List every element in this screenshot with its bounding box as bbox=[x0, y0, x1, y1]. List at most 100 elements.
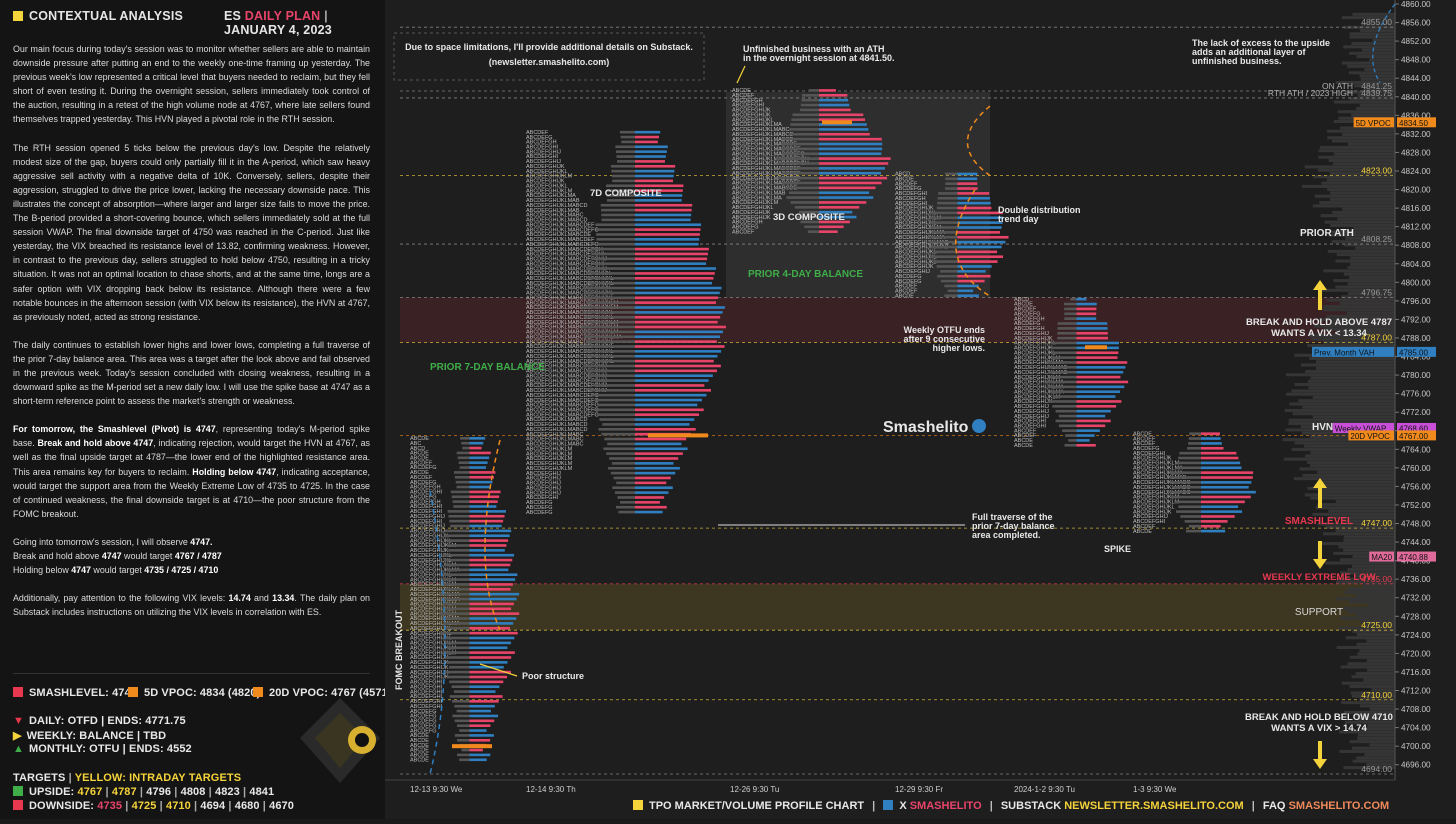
p1214-volume-bar bbox=[612, 179, 635, 183]
p1213-delta-bar bbox=[469, 690, 496, 693]
p0102-delta-bar bbox=[1076, 336, 1108, 340]
p1213-delta-bar bbox=[469, 695, 503, 698]
p1214-volume-bar bbox=[615, 505, 635, 509]
footer-faq-link[interactable]: SMASHELITO.COM bbox=[1288, 800, 1390, 812]
volume-bar bbox=[1307, 460, 1395, 464]
volume-bar bbox=[1320, 145, 1395, 149]
y-tick-label: 4788.00 bbox=[1401, 334, 1431, 343]
p1229-volume-bar bbox=[929, 255, 958, 259]
level-value: 4808.25 bbox=[1361, 234, 1392, 244]
balance-label: PRIOR 4-DAY BALANCE bbox=[748, 269, 863, 280]
p1226-volume-bar bbox=[790, 201, 819, 204]
p1213-delta-bar bbox=[469, 500, 498, 503]
p1214-volume-bar bbox=[582, 311, 635, 314]
p1214-delta-bar bbox=[635, 203, 693, 207]
p1214-delta-bar bbox=[635, 257, 708, 261]
p1214-volume-bar bbox=[585, 320, 635, 324]
p0103-tpo-row: ABCDE bbox=[1133, 431, 1152, 437]
volume-bar bbox=[1304, 493, 1395, 497]
p1229-delta-bar bbox=[957, 177, 978, 181]
p1214-delta-bar bbox=[635, 223, 702, 227]
p1213-volume-bar bbox=[453, 690, 470, 693]
p1213-volume-bar bbox=[444, 641, 470, 645]
p1214-volume-bar bbox=[596, 238, 635, 241]
p1214-delta-bar bbox=[635, 418, 695, 421]
volume-bar bbox=[1304, 165, 1395, 169]
footer-substack-link[interactable]: NEWSLETTER.SMASHELITO.COM bbox=[1064, 800, 1244, 812]
p1214-tpo-row: ABCDEFGHIJKLMABCD bbox=[526, 427, 587, 433]
p1226-tpo-row: ABCDEFGHIJK bbox=[732, 210, 771, 216]
volume-bar bbox=[1338, 626, 1395, 630]
p1214-volume-bar bbox=[591, 252, 635, 256]
volume-bar bbox=[1328, 233, 1395, 237]
p0103-tpo-row: ABCDEFGHIJKLMA bbox=[1133, 470, 1183, 476]
p1214-delta-bar bbox=[635, 160, 665, 163]
p0103-delta-bar bbox=[1200, 456, 1239, 460]
p1213-volume-bar bbox=[448, 665, 470, 669]
p1214-tpo-row: ABCDEFGHIJKLMABCDEFGHIJKLM bbox=[526, 320, 619, 326]
x-tick-label: 1-3 9:30 We bbox=[1133, 785, 1177, 794]
p1226-tpo-row: ABCDEFGHIJK bbox=[732, 108, 771, 114]
p1214-tpo-row: ABCDEFGHIJ bbox=[526, 476, 561, 482]
p0103-tpo-row: ABCDEFGHIJ bbox=[1133, 514, 1168, 520]
p0102-tpo-row: ABCDEFGHIJKLMA bbox=[1014, 380, 1064, 386]
target-value: 4735 bbox=[97, 800, 123, 812]
p1213-delta-bar bbox=[469, 626, 510, 630]
volume-bar bbox=[1319, 542, 1395, 546]
y-tick-label: 4856.00 bbox=[1401, 19, 1431, 28]
p1214-delta-bar bbox=[635, 272, 715, 275]
footer-x-link[interactable]: SMASHELITO bbox=[909, 800, 982, 812]
p1214-volume-bar bbox=[582, 330, 635, 334]
volume-bar bbox=[1304, 444, 1395, 448]
p1214-tpo-row: ABCDEFGHIJKLM bbox=[526, 456, 573, 462]
p0102-tpo-row: ABCDEFGHIJ bbox=[1014, 414, 1049, 420]
p1226-volume-bar bbox=[796, 215, 819, 219]
volume-bar bbox=[1327, 136, 1395, 140]
p1213-volume-bar bbox=[460, 437, 470, 440]
p1226-volume-bar bbox=[776, 157, 819, 160]
p1229-delta-bar bbox=[957, 294, 979, 297]
p1229-tpo-row: ABCDEFG bbox=[895, 274, 922, 280]
volume-bar bbox=[1360, 22, 1395, 26]
p0102-tpo-row: ABCDEFGHIJ bbox=[1014, 409, 1049, 415]
section-title: CONTEXTUAL ANALYSIS bbox=[29, 9, 184, 23]
p0103-volume-bar bbox=[1170, 481, 1201, 484]
p0102-tpo-row: ABCDEF bbox=[1014, 307, 1037, 313]
axis-tag-label: Prev. Month VAH bbox=[1314, 348, 1375, 357]
p0103-volume-bar bbox=[1189, 432, 1201, 435]
p1214-volume-bar bbox=[587, 272, 635, 275]
analysis-text: Our main focus during today's session wa… bbox=[13, 42, 370, 633]
p1214-delta-bar bbox=[635, 359, 714, 363]
p1226-delta-bar bbox=[819, 147, 883, 151]
volume-bar bbox=[1298, 399, 1395, 403]
p0103-tpo-row: ABCDEFGHIJKLM bbox=[1133, 500, 1180, 506]
p1214-delta-bar bbox=[635, 403, 698, 407]
p1229-volume-bar bbox=[930, 245, 958, 249]
p1214-tpo-row: ABCDEFGHIJ bbox=[526, 149, 561, 155]
p1214-tpo-row: ABCDEFGHIJKLMABCDEFG bbox=[526, 412, 599, 418]
volume-bar bbox=[1350, 691, 1395, 695]
p0103-tpo-row: ABCDEFGHIJKLMAB bbox=[1133, 475, 1187, 481]
p0102-tpo-row: ABCDEFGHIJ bbox=[1014, 404, 1049, 410]
p1226-delta-bar bbox=[819, 167, 885, 170]
volume-bar bbox=[1312, 395, 1395, 400]
volume-bar bbox=[1357, 652, 1395, 656]
up-arrow-icon-head bbox=[1313, 280, 1327, 290]
p0102-delta-bar bbox=[1076, 443, 1096, 447]
p1213-tpo-row: ABCDE bbox=[410, 748, 429, 754]
volume-bar bbox=[1317, 168, 1395, 172]
p0102-delta-bar bbox=[1076, 327, 1108, 330]
p1214-tpo-row: ABCDEFGHIJKLMABCDEFGHIJ bbox=[526, 383, 607, 389]
p1226-volume-bar bbox=[788, 132, 819, 136]
volume-bar bbox=[1339, 301, 1395, 305]
p1229-tpo-row: ABCDEFGHIJKL bbox=[895, 259, 937, 265]
p1226-volume-bar bbox=[781, 137, 819, 141]
volume-bar bbox=[1343, 538, 1395, 542]
p1214-volume-bar bbox=[606, 452, 635, 455]
y-tick-label: 4800.00 bbox=[1401, 278, 1431, 287]
p1214-delta-bar bbox=[635, 130, 661, 134]
p0103-tpo-row: ABCDEF bbox=[1133, 524, 1156, 530]
p1226-tpo-row: ABCDEF bbox=[732, 93, 755, 99]
target-value: 4725 bbox=[131, 800, 157, 812]
axis-tag-label: MA20 bbox=[1371, 553, 1392, 562]
